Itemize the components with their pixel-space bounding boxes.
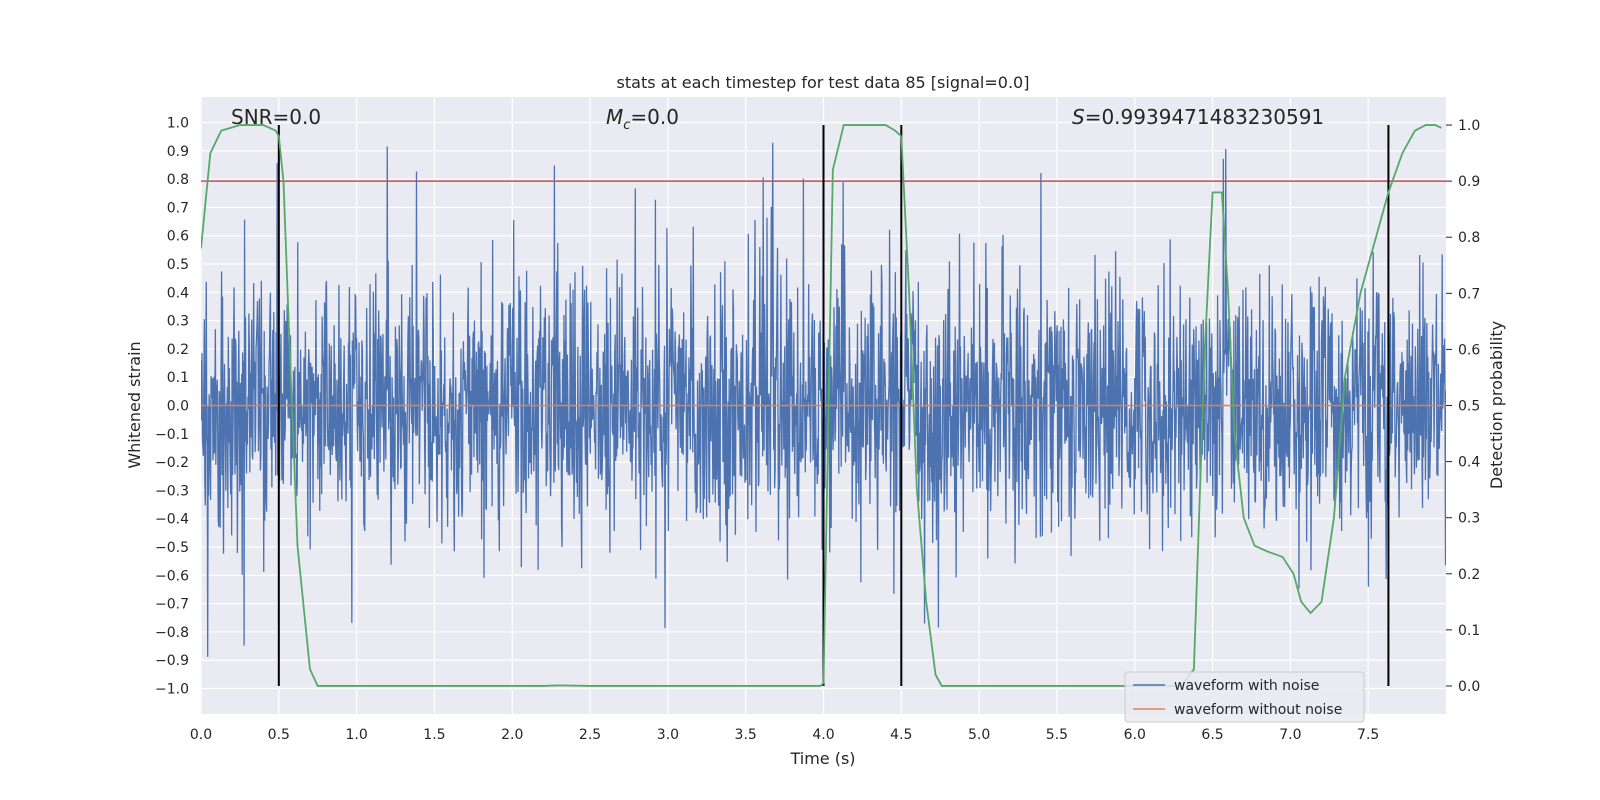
x-tick-label: 0.5 bbox=[268, 727, 290, 743]
y-tick-label: 0.5 bbox=[167, 257, 189, 273]
y2-tick-label: 1.0 bbox=[1458, 118, 1480, 134]
legend-label-waveform-without-noise: waveform without noise bbox=[1174, 702, 1342, 718]
x-tick-label: 7.5 bbox=[1357, 727, 1379, 743]
x-tick-label: 3.5 bbox=[735, 727, 757, 743]
x-tick-label: 2.0 bbox=[501, 727, 523, 743]
y-tick-label: −0.2 bbox=[155, 455, 189, 471]
x-tick-label: 6.0 bbox=[1124, 727, 1146, 743]
y-tick-label: 0.8 bbox=[167, 172, 189, 188]
x-tick-label: 4.5 bbox=[890, 727, 912, 743]
y-tick-label: −0.1 bbox=[155, 427, 189, 443]
y-tick-label: −0.7 bbox=[155, 597, 189, 613]
x-tick-label: 1.0 bbox=[345, 727, 367, 743]
y2-axis-label: Detection probability bbox=[1487, 321, 1506, 489]
y-tick-label: 0.0 bbox=[167, 399, 189, 415]
score-annotation: S=0.9939471483230591 bbox=[1072, 105, 1324, 129]
y-tick-label: 0.2 bbox=[167, 342, 189, 358]
y2-tick-label: 0.8 bbox=[1458, 230, 1480, 246]
legend-box bbox=[1124, 671, 1365, 723]
x-tick-label: 6.5 bbox=[1201, 727, 1223, 743]
y2-tick-label: 0.1 bbox=[1458, 623, 1480, 639]
y-tick-label: 0.1 bbox=[167, 370, 189, 386]
detection-probability-line bbox=[201, 124, 1442, 687]
y-tick-label: −0.5 bbox=[155, 540, 189, 556]
y-tick-label: −0.8 bbox=[155, 625, 189, 641]
y2-tick-label: 0.6 bbox=[1458, 342, 1480, 358]
y-axis-label: Whitened strain bbox=[125, 341, 144, 468]
y-tick-label: 0.9 bbox=[167, 144, 189, 160]
score-symbol: S bbox=[1072, 105, 1085, 129]
chirp-mass-symbol: M bbox=[606, 105, 623, 129]
y-tick-label: −0.4 bbox=[155, 512, 189, 528]
y2-tick-label: 0.3 bbox=[1458, 511, 1480, 527]
y2-axis-ticks: 1.0 0.9 0.8 0.7 0.6 0.5 0.4 0.3 0.2 0.1 0.0 bbox=[1446, 118, 1480, 695]
x-tick-label: 3.0 bbox=[657, 727, 679, 743]
y-tick-label: 1.0 bbox=[167, 115, 189, 131]
y-tick-label: −1.0 bbox=[155, 682, 189, 698]
y-tick-label: 0.6 bbox=[167, 229, 189, 245]
x-tick-label: 1.5 bbox=[423, 727, 445, 743]
chart-title: stats at each timestep for test data 85 … bbox=[617, 73, 1030, 92]
y2-tick-label: 0.2 bbox=[1458, 567, 1480, 583]
x-axis-ticks: 0.0 0.5 1.0 1.5 2.0 2.5 3.0 3.5 4.0 4.5 5.0 5.5 6.0 6… bbox=[190, 727, 1379, 743]
score-value: =0.9939471483230591 bbox=[1085, 105, 1324, 129]
y-tick-label: −0.9 bbox=[155, 653, 189, 669]
y-tick-label: 0.7 bbox=[167, 200, 189, 216]
chirp-mass-annotation: Mc=0.0 bbox=[606, 105, 679, 133]
y2-tick-label: 0.4 bbox=[1458, 455, 1480, 471]
x-tick-label: 0.0 bbox=[190, 727, 212, 743]
y2-tick-label: 0.9 bbox=[1458, 174, 1480, 190]
y-axis-ticks: 1.0 0.9 0.8 0.7 0.6 0.5 0.4 0.3 0.2 0.1 0.0 −0.1 −0.… bbox=[155, 115, 189, 697]
x-axis-label: Time (s) bbox=[789, 749, 855, 768]
y2-tick-label: 0.7 bbox=[1458, 286, 1480, 302]
x-tick-label: 4.0 bbox=[812, 727, 834, 743]
x-tick-label: 5.0 bbox=[968, 727, 990, 743]
legend: waveform with noise waveform without noi… bbox=[1124, 671, 1365, 723]
y-tick-label: −0.3 bbox=[155, 483, 189, 499]
x-tick-label: 7.0 bbox=[1279, 727, 1301, 743]
chirp-mass-value: =0.0 bbox=[630, 105, 679, 129]
chirp-mass-subscript: c bbox=[623, 118, 630, 133]
y2-tick-label: 0.5 bbox=[1458, 399, 1480, 415]
x-tick-label: 2.5 bbox=[579, 727, 601, 743]
snr-annotation: SNR=0.0 bbox=[231, 105, 321, 129]
overlay-lines bbox=[201, 124, 1446, 687]
y-tick-label: 0.3 bbox=[167, 314, 189, 330]
y2-tick-label: 0.0 bbox=[1458, 679, 1480, 695]
y-tick-label: 0.4 bbox=[167, 285, 189, 301]
y-tick-label: −0.6 bbox=[155, 568, 189, 584]
legend-label-waveform-with-noise: waveform with noise bbox=[1174, 678, 1319, 694]
x-tick-label: 5.5 bbox=[1046, 727, 1068, 743]
